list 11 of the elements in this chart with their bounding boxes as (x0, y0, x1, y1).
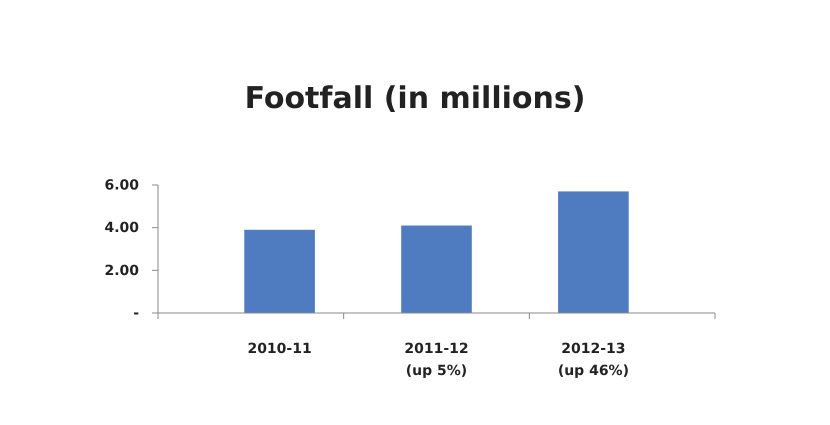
bar (401, 226, 472, 313)
bar (244, 230, 315, 313)
x-tick-label: 2012-13 (up 46%) (558, 341, 629, 379)
bar (558, 191, 629, 313)
x-tick-label: 2011-12 (up 5%) (404, 341, 469, 379)
y-tick-label: 6.00 (104, 177, 140, 194)
x-tick-label: 2010-11 (247, 341, 312, 357)
y-tick-label: 2.00 (104, 262, 140, 279)
chart-title: Footfall (in millions) (244, 81, 586, 116)
y-tick-label: 4.00 (104, 220, 140, 236)
y-tick-label: - (133, 305, 140, 322)
